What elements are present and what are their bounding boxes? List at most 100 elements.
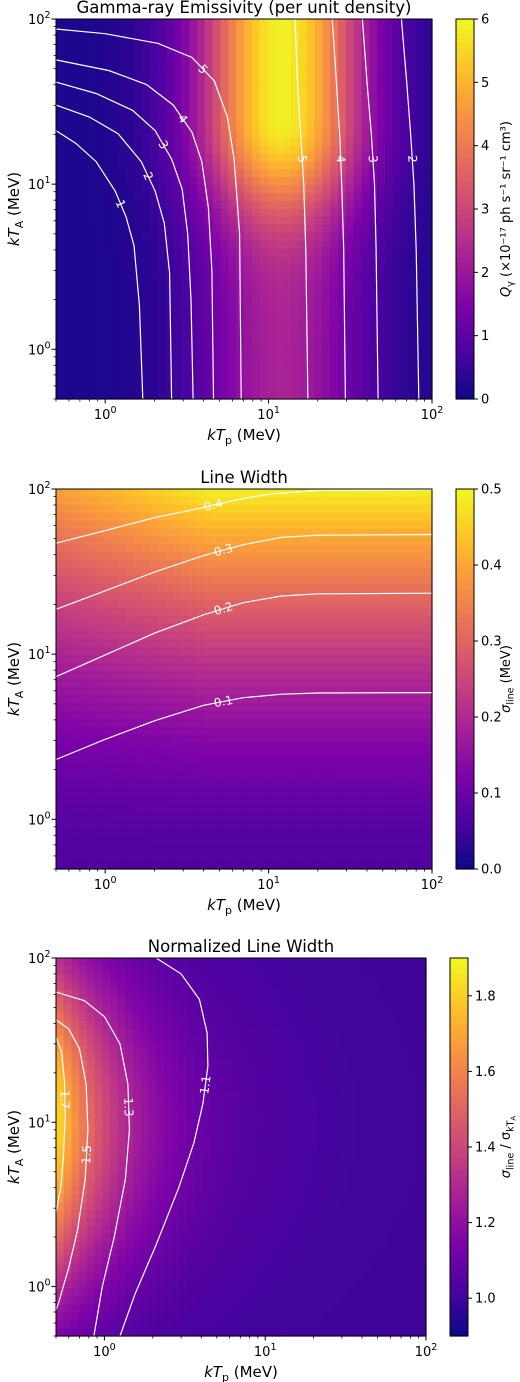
heatmap-cell: [385, 145, 394, 155]
heatmap-cell: [283, 750, 292, 759]
heatmap-cell: [173, 209, 182, 218]
heatmap-cell: [251, 552, 261, 561]
heatmap-cell: [134, 671, 143, 680]
heatmap-cell: [392, 623, 402, 633]
heatmap-cell: [110, 694, 120, 704]
heatmap-cell: [150, 201, 159, 210]
heatmap-cell: [400, 607, 410, 617]
heatmap-cell: [322, 615, 331, 625]
heatmap-cell: [306, 153, 316, 163]
heatmap-cell: [338, 58, 347, 68]
heatmap-cell: [244, 853, 253, 862]
heatmap-cell: [322, 710, 331, 720]
heatmap-cell: [63, 845, 73, 854]
heatmap-cell: [71, 837, 81, 846]
heatmap-cell: [212, 797, 222, 807]
heatmap-cell: [126, 528, 135, 538]
heatmap-cell: [298, 623, 308, 633]
heatmap-cell: [204, 311, 214, 321]
heatmap-cell: [79, 82, 88, 91]
colorbar-segment: [456, 531, 474, 538]
heatmap-cell: [392, 655, 402, 664]
heatmap-cell: [283, 726, 292, 736]
heatmap-cell: [251, 734, 261, 743]
heatmap-cell: [56, 1028, 65, 1038]
heatmap-cell: [79, 193, 88, 202]
heatmap-cell: [322, 304, 331, 313]
heatmap-cell: [87, 319, 96, 329]
heatmap-cell: [189, 512, 198, 522]
heatmap-cell: [197, 528, 206, 538]
heatmap-cell: [204, 710, 214, 720]
heatmap-cell: [283, 766, 292, 775]
heatmap-cell: [244, 335, 253, 345]
heatmap-cell: [150, 496, 159, 506]
heatmap-cell: [345, 489, 355, 498]
heatmap-cell: [424, 710, 433, 720]
heatmap-cell: [220, 177, 229, 186]
heatmap-cell: [173, 663, 182, 672]
heatmap-cell: [197, 766, 206, 775]
heatmap-cell: [400, 383, 410, 392]
heatmap-cell: [345, 383, 355, 392]
heatmap-cell: [385, 90, 394, 99]
heatmap-cell: [150, 280, 159, 289]
heatmap-cell: [157, 280, 167, 289]
heatmap-cell: [377, 686, 386, 696]
heatmap-cell: [165, 359, 175, 368]
heatmap-cell: [400, 169, 410, 178]
heatmap-cell: [56, 319, 65, 329]
heatmap-cell: [244, 240, 253, 250]
heatmap-cell: [228, 631, 237, 641]
heatmap-cell: [110, 201, 120, 210]
heatmap-cell: [228, 837, 237, 846]
heatmap-cell: [103, 489, 112, 498]
heatmap-cell: [134, 248, 143, 258]
heatmap-cell: [377, 702, 386, 712]
heatmap-cell: [345, 845, 355, 854]
heatmap-cell: [228, 153, 237, 163]
heatmap-cell: [110, 106, 120, 115]
heatmap-cell: [189, 82, 198, 91]
heatmap-cell: [118, 169, 128, 178]
heatmap-cell: [330, 106, 339, 115]
heatmap-cell: [181, 766, 190, 775]
heatmap-cell: [408, 504, 417, 514]
heatmap-cell: [291, 58, 300, 68]
heatmap-cell: [259, 805, 269, 815]
heatmap-cell: [157, 169, 167, 178]
heatmap-cell: [56, 19, 65, 28]
heatmap-cell: [338, 512, 347, 522]
heatmap-cell: [353, 623, 363, 633]
heatmap-cell: [56, 536, 65, 546]
heatmap-cell: [181, 576, 190, 585]
heatmap-cell: [95, 845, 104, 854]
heatmap-cell: [118, 702, 128, 712]
heatmap-cell: [157, 311, 167, 321]
heatmap-cell: [377, 114, 386, 123]
heatmap-cell: [150, 98, 159, 107]
heatmap-cell: [220, 90, 229, 99]
heatmap-cell: [338, 66, 347, 76]
colorbar-segment: [456, 194, 474, 201]
heatmap-cell: [103, 272, 112, 281]
heatmap-cell: [298, 304, 308, 313]
heatmap-cell: [283, 256, 292, 266]
heatmap-cell: [322, 821, 331, 831]
heatmap-cell: [236, 391, 245, 400]
heatmap-cell: [212, 153, 222, 163]
heatmap-cell: [56, 702, 65, 712]
heatmap-cell: [126, 296, 135, 305]
heatmap-cell: [267, 367, 276, 376]
heatmap-cell: [118, 240, 128, 250]
heatmap-cell: [71, 639, 81, 648]
heatmap-cell: [228, 114, 237, 123]
heatmap-cell: [189, 568, 198, 577]
heatmap-cell: [118, 335, 128, 345]
heatmap-cell: [283, 576, 292, 585]
heatmap-cell: [56, 1217, 65, 1227]
heatmap-cell: [322, 623, 331, 633]
heatmap-cell: [322, 718, 331, 728]
colorbar-segment: [456, 370, 474, 376]
heatmap-cell: [95, 591, 104, 601]
